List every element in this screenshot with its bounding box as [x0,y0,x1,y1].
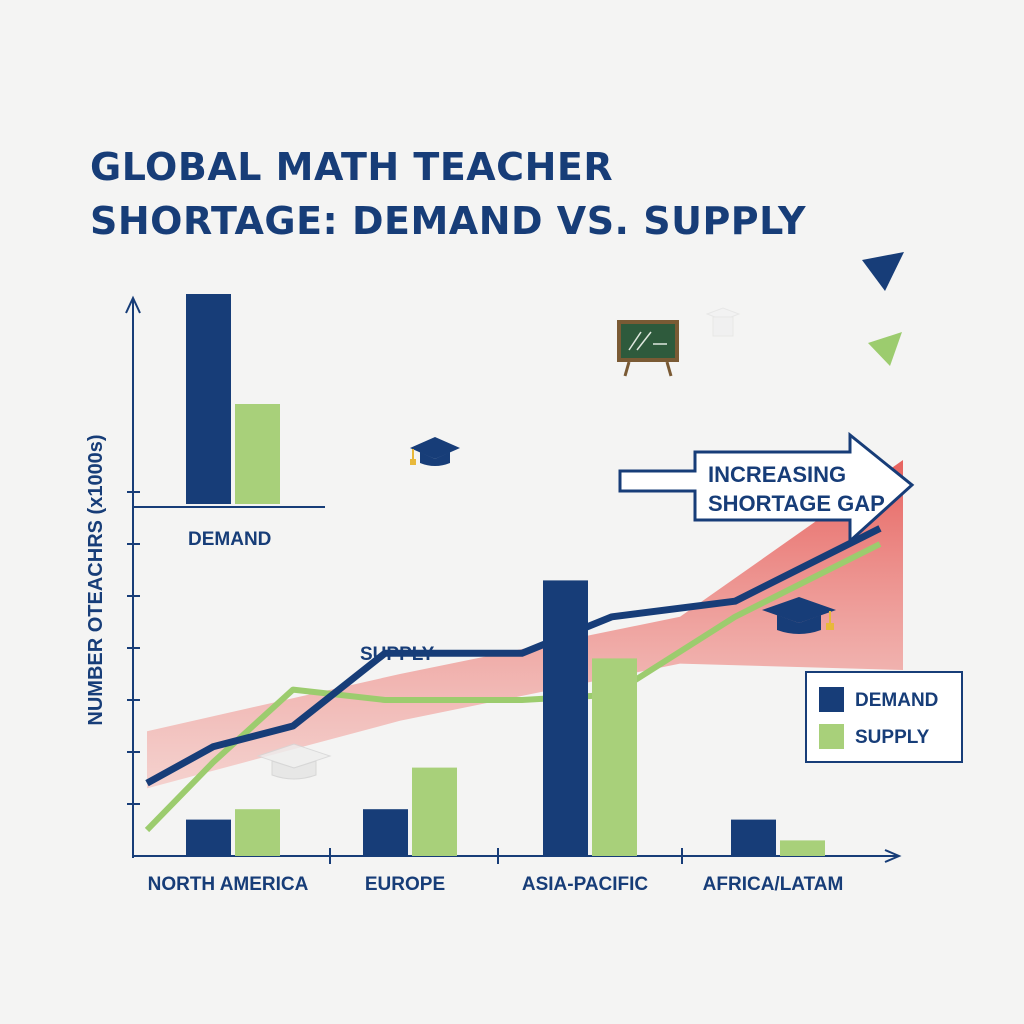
inset-bars [186,294,280,504]
shortage-gap-band [147,460,903,789]
bars [186,580,825,856]
graduation-cap-icon [705,307,741,337]
inset-bar-1 [235,404,280,504]
demand-trend-line [145,525,882,787]
supply-arrowhead [868,332,902,366]
category-labels: NORTH AMERICA EUROPE ASIA-PACIFIC AFRICA/LA… [148,874,844,895]
supply-trend-line [144,541,882,833]
callout-text-line-1: INCREASING [708,462,846,487]
bar-supply-1 [412,767,457,856]
y-ticks [127,491,140,805]
bar-supply-3 [780,840,825,856]
inset-label-demand: DEMAND [188,529,271,550]
category-label-2: ASIA-PACIFIC [522,874,649,895]
y-axis-arrowhead [125,295,141,314]
bar-supply-0 [235,809,280,856]
x-axis-arrowhead [884,849,902,863]
category-label-3: AFRICA/LATAM [703,874,844,895]
bar-demand-2 [543,580,588,856]
chalkboard-icon [617,320,679,377]
bar-demand-0 [186,819,231,856]
inset-bar-0 [186,294,231,504]
graduation-cap-icon [256,743,332,780]
legend-label-supply: SUPPLY [855,727,930,748]
category-label-1: EUROPE [365,874,445,895]
category-label-0: NORTH AMERICA [148,874,309,895]
graduation-cap-icon [762,597,836,634]
legend: DEMAND SUPPLY [805,671,963,763]
trend-label-supply: SUPPLY [360,644,435,665]
legend-swatch-demand [819,687,844,712]
bar-supply-2 [592,658,637,856]
bar-demand-3 [731,819,776,856]
bar-demand-1 [363,809,408,856]
chart-title: GLOBAL MATH TEACHER SHORTAGE: DEMAND VS.… [90,145,806,243]
graduation-cap-icon [410,437,460,466]
legend-swatch-supply [819,724,844,749]
demand-arrowhead [862,252,904,291]
callout-text-line-2: SHORTAGE GAP [708,491,885,516]
callout-arrow [618,431,915,545]
shortage-gap-callout [618,431,915,545]
legend-label-demand: DEMAND [855,690,938,711]
y-axis-title: NUMBER OTEACHRS (x1000s) [85,434,107,725]
